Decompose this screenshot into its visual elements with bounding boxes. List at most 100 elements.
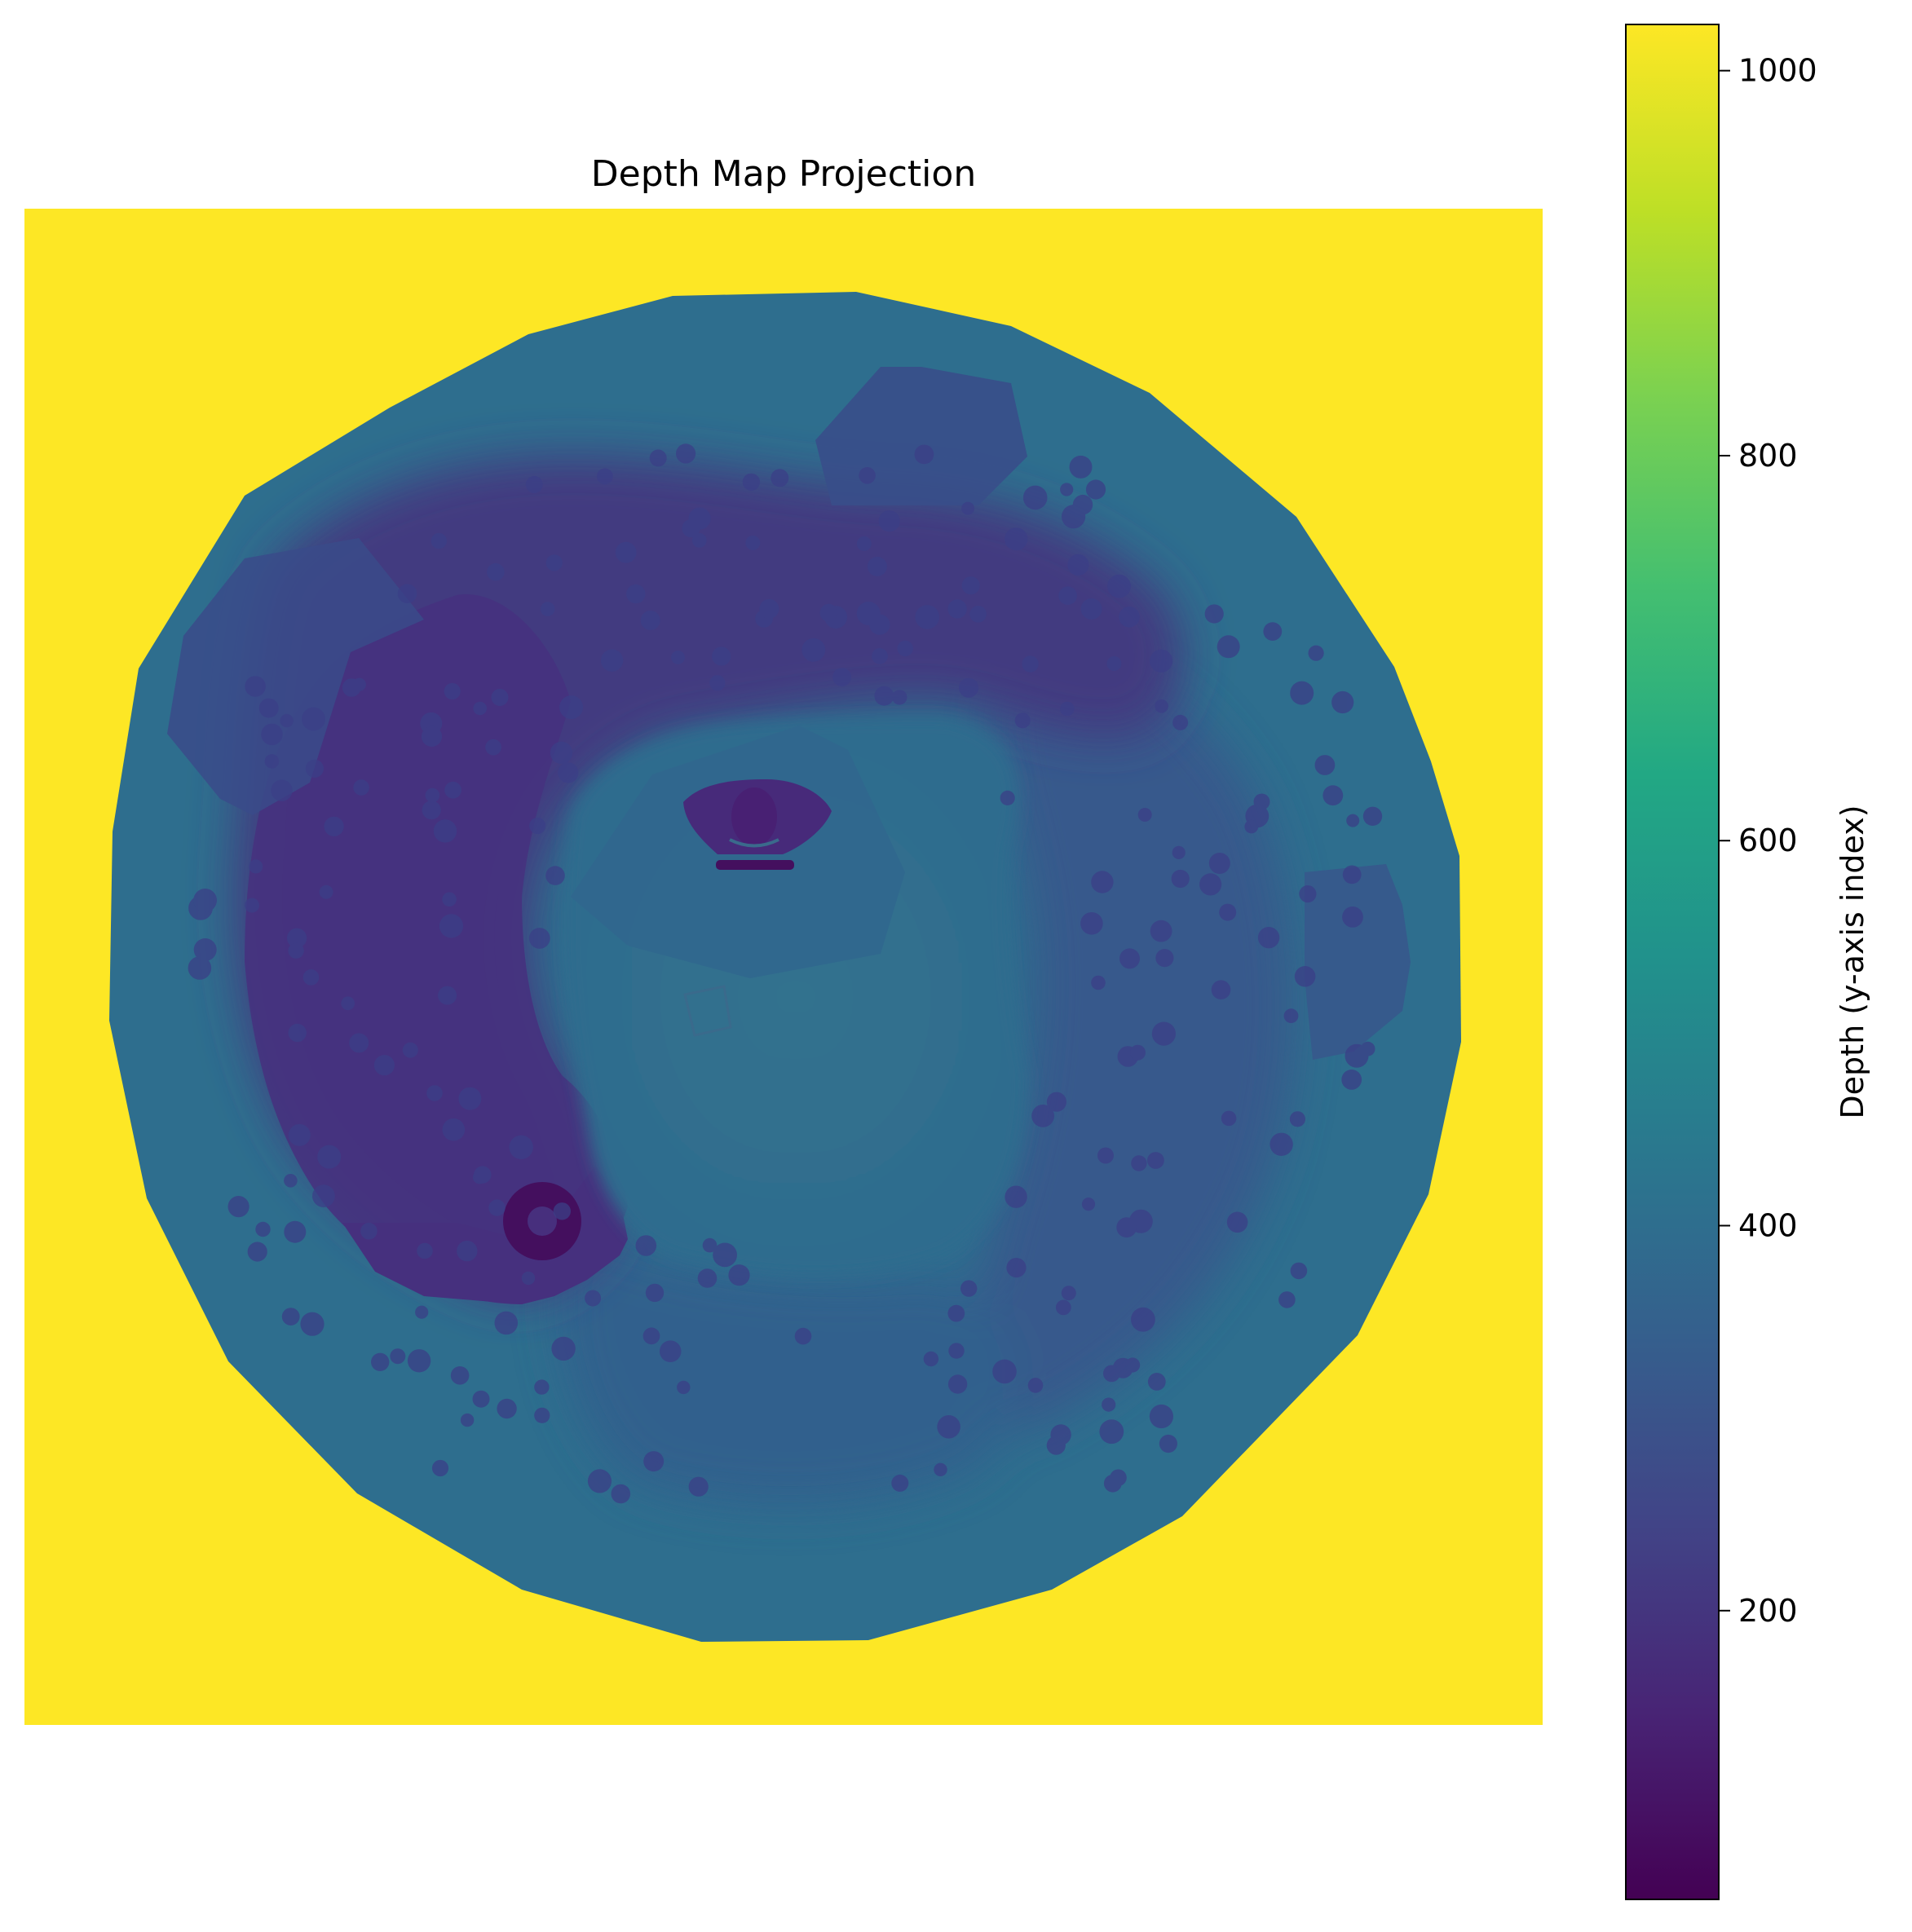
surface-dot	[640, 611, 660, 630]
surface-dot	[1290, 1262, 1308, 1280]
surface-dot	[249, 859, 263, 874]
surface-dot	[497, 1398, 517, 1419]
surface-dot	[255, 1221, 271, 1237]
surface-dot	[1204, 604, 1224, 624]
surface-dot	[439, 914, 464, 938]
surface-dot	[642, 1327, 660, 1345]
surface-dot	[1362, 806, 1383, 826]
surface-dot	[521, 1271, 536, 1286]
surface-dot	[585, 1290, 602, 1307]
surface-dot	[728, 1264, 750, 1286]
surface-dot	[305, 759, 324, 779]
surface-dot	[494, 1311, 519, 1335]
surface-dot	[1131, 1307, 1155, 1332]
surface-dot	[1103, 1474, 1122, 1493]
surface-dot	[878, 510, 900, 532]
surface-dot	[1116, 1217, 1137, 1238]
surface-dot	[284, 1220, 307, 1243]
right-region	[974, 651, 1295, 1435]
surface-dot	[934, 1462, 947, 1477]
surface-dot	[319, 884, 333, 899]
surface-dot	[801, 637, 826, 662]
surface-dot	[1147, 1152, 1164, 1169]
colorbar-tick-label: 200	[1738, 1593, 1798, 1629]
surface-dot	[688, 1476, 709, 1497]
surface-dot	[892, 690, 907, 705]
surface-dot	[856, 602, 881, 625]
surface-dot	[545, 866, 565, 885]
surface-dot	[659, 1340, 682, 1362]
surface-dot	[302, 969, 320, 986]
surface-dot	[1331, 690, 1354, 714]
center-object-core	[731, 787, 777, 846]
ridge-tip	[342, 1166, 628, 1304]
surface-dot	[1294, 966, 1316, 987]
surface-dot	[312, 1184, 335, 1208]
surface-dot	[1211, 980, 1231, 999]
surface-dot	[264, 754, 280, 769]
surface-dot	[682, 519, 700, 538]
surface-dot	[709, 675, 726, 691]
surface-dot	[1085, 479, 1106, 500]
surface-dot	[1341, 1070, 1362, 1090]
surface-dot	[649, 449, 667, 467]
surface-dot	[193, 938, 217, 961]
surface-dot	[287, 928, 307, 948]
colorbar: 200 400 600 800 1000 Depth (y-axis index)	[1625, 24, 1870, 1900]
surface-dot	[487, 562, 505, 581]
surface-dot	[349, 1033, 369, 1053]
surface-dot	[444, 781, 461, 799]
surface-dot	[867, 556, 887, 576]
surface-dot	[402, 1042, 418, 1058]
surface-dot	[947, 599, 967, 619]
surface-dot	[676, 443, 696, 464]
surface-dot	[1172, 845, 1186, 859]
surface-dot	[458, 1087, 482, 1110]
surface-dot	[288, 942, 304, 959]
chart-title: Depth Map Projection	[590, 153, 977, 195]
surface-dot	[415, 1305, 429, 1319]
surface-dot	[426, 1085, 443, 1101]
left-upper-wing	[167, 538, 424, 815]
surface-dot	[421, 726, 443, 748]
surface-dot	[643, 1451, 665, 1472]
surface-dot	[1289, 1111, 1305, 1127]
surface-dot	[1031, 1105, 1054, 1127]
surface-dot	[615, 541, 637, 563]
bottom-region	[558, 1223, 1018, 1506]
surface-dot	[1130, 1044, 1146, 1061]
surface-dot	[1342, 906, 1363, 928]
surface-dot	[288, 1023, 307, 1043]
surface-dot	[1263, 622, 1283, 641]
surface-dot	[1103, 1365, 1120, 1383]
surface-dot	[819, 603, 838, 622]
surface-dot	[1022, 485, 1048, 510]
surface-dot	[1150, 649, 1173, 673]
surface-dot	[422, 801, 441, 820]
surface-dot	[961, 501, 975, 515]
surface-dot	[474, 1166, 492, 1184]
surface-dot	[1149, 1404, 1173, 1429]
surface-dot	[597, 468, 613, 485]
surface-dot	[961, 576, 980, 595]
surface-dot	[534, 1407, 550, 1423]
surface-dot	[712, 646, 731, 666]
surface-dot	[431, 1459, 449, 1477]
surface-dot	[1050, 1424, 1071, 1445]
surface-dot	[397, 584, 417, 603]
surface-dot	[1172, 714, 1189, 730]
surface-dot	[677, 1380, 691, 1395]
surface-dot	[1131, 1155, 1147, 1171]
surface-dot	[1155, 949, 1174, 968]
surface-dot	[1299, 885, 1317, 903]
surface-dot	[227, 1196, 249, 1218]
surface-dot	[188, 956, 212, 980]
surface-dot	[1159, 1434, 1177, 1453]
surface-dot	[261, 723, 283, 746]
surface-dot	[1072, 494, 1093, 515]
surface-dot	[193, 889, 217, 912]
surface-dot	[697, 1268, 718, 1288]
ridge-core	[245, 594, 628, 1304]
surface-dot	[341, 996, 355, 1011]
surface-dot	[1097, 1147, 1114, 1164]
